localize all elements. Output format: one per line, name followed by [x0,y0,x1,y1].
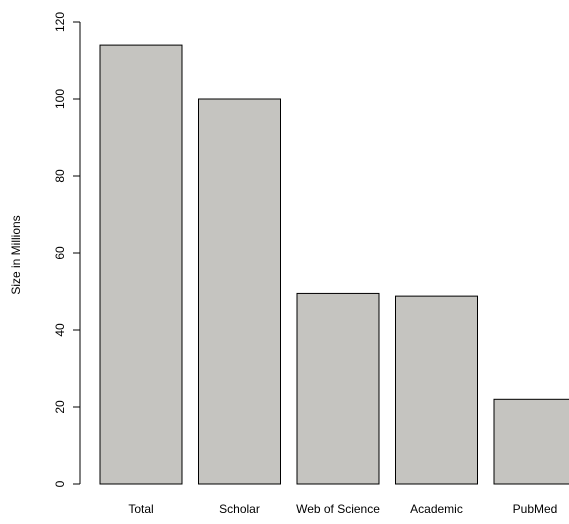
x-tick-label: Web of Science [296,502,380,516]
y-axis-label: Size in Millions [9,215,23,294]
x-tick-labels: Total Scholar Web of Science Academic PubMed [128,502,557,516]
x-tick-label: PubMed [513,502,558,516]
y-axis: 0 20 40 60 80 100 120 [53,12,81,487]
bar-scholar [198,98,281,485]
y-tick-label: 80 [53,169,67,183]
y-tick-label: 20 [53,400,67,414]
y-tick-label: 100 [53,89,67,109]
y-tick-label: 120 [53,12,67,32]
x-tick-label: Academic [410,502,463,516]
bar-pubmed [493,398,569,485]
y-tick-label: 0 [53,480,67,487]
bar-web-of-science [296,292,380,485]
bars-group [99,44,569,485]
x-tick-label: Total [128,502,153,516]
y-tick-label: 60 [53,246,67,260]
x-tick-label: Scholar [219,502,260,516]
bar-academic [395,295,478,485]
bar-total [99,44,183,485]
y-tick-label: 40 [53,323,67,337]
